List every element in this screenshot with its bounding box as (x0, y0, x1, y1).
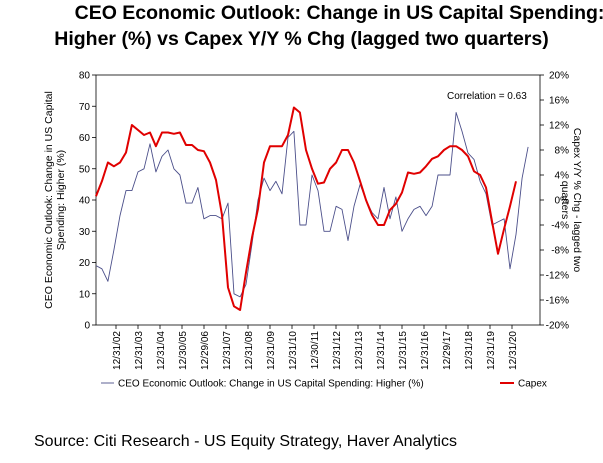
right-axis-tick-label: -4% (551, 221, 569, 232)
x-axis-tick-label: 12/31/15 (398, 331, 409, 370)
left-axis-tick-label: 50 (79, 164, 91, 175)
right-axis-tick-label: 8% (555, 146, 570, 157)
left-axis-tick-label: 0 (84, 321, 90, 332)
x-axis-tick-label: 12/31/12 (332, 331, 343, 370)
x-axis-tick-label: 12/31/04 (156, 331, 167, 370)
correlation-annotation: Correlation = 0.63 (447, 91, 527, 102)
x-axis-tick-label: 12/31/18 (464, 331, 475, 370)
right-axis-tick-label: -20% (546, 321, 569, 332)
left-axis-title-line-2: Spending: Higher (%) (55, 150, 67, 250)
left-axis-tick-label: 80 (79, 71, 91, 82)
left-axis-tick-label: 10 (79, 289, 91, 300)
chart-title-line-2: Higher (%) vs Capex Y/Y % Chg (lagged tw… (54, 28, 549, 50)
x-axis-tick-label: 12/31/19 (486, 331, 497, 370)
right-axis-tick-label: 0% (555, 196, 570, 207)
x-axis-tick-label: 12/29/17 (442, 331, 453, 370)
right-axis-title-line-1: Capex Y/Y % Chg - lagged two (571, 128, 583, 273)
right-axis-tick-label: 20% (549, 71, 569, 82)
right-axis-tick-label: -16% (546, 296, 569, 307)
left-axis-tick-label: 40 (79, 196, 91, 207)
x-axis-tick-label: 12/31/08 (244, 331, 255, 370)
x-axis-tick-label: 12/31/03 (134, 331, 145, 370)
right-axis-tick-label: -8% (551, 246, 569, 257)
x-axis-tick-label: 12/31/09 (266, 331, 277, 370)
right-axis-tick-label: 4% (555, 171, 570, 182)
x-axis-tick-label: 12/31/13 (354, 331, 365, 370)
x-axis-tick-label: 12/31/07 (222, 331, 233, 370)
left-axis-tick-label: 20 (79, 258, 91, 269)
right-axis-tick-label: 16% (549, 96, 569, 107)
x-axis-tick-label: 12/30/05 (178, 331, 189, 370)
x-axis-tick-label: 12/30/11 (310, 331, 321, 370)
legend-label-capex: Capex (518, 379, 547, 390)
x-axis-tick-label: 12/31/16 (420, 331, 431, 370)
left-axis-tick-label: 30 (79, 227, 91, 238)
x-axis-tick-label: 12/29/06 (200, 331, 211, 370)
x-axis-tick-label: 12/31/02 (112, 331, 123, 370)
source-note: Source: Citi Research - US Equity Strate… (34, 433, 457, 450)
legend-label-ceo-outlook: CEO Economic Outlook: Change in US Capit… (118, 379, 424, 390)
ceo-outlook-series-line (95, 112, 529, 298)
left-axis-tick-label: 70 (79, 102, 91, 113)
x-axis-tick-label: 12/31/20 (508, 331, 519, 370)
chart-title-line-1: CEO Economic Outlook: Change in US Capit… (74, 2, 603, 24)
left-axis-title-line-1: CEO Economic Outlook: Change in US Capit… (43, 91, 55, 309)
right-axis-title-line-2: quarters (559, 181, 571, 220)
capex-series-line (95, 106, 517, 311)
right-axis-tick-label: 12% (549, 121, 569, 132)
plot-frame (95, 74, 541, 326)
right-axis-tick-label: -12% (546, 271, 569, 282)
x-axis-tick-label: 12/31/10 (288, 331, 299, 370)
left-axis-tick-label: 60 (79, 133, 91, 144)
x-axis-tick-label: 12/31/14 (376, 331, 387, 370)
